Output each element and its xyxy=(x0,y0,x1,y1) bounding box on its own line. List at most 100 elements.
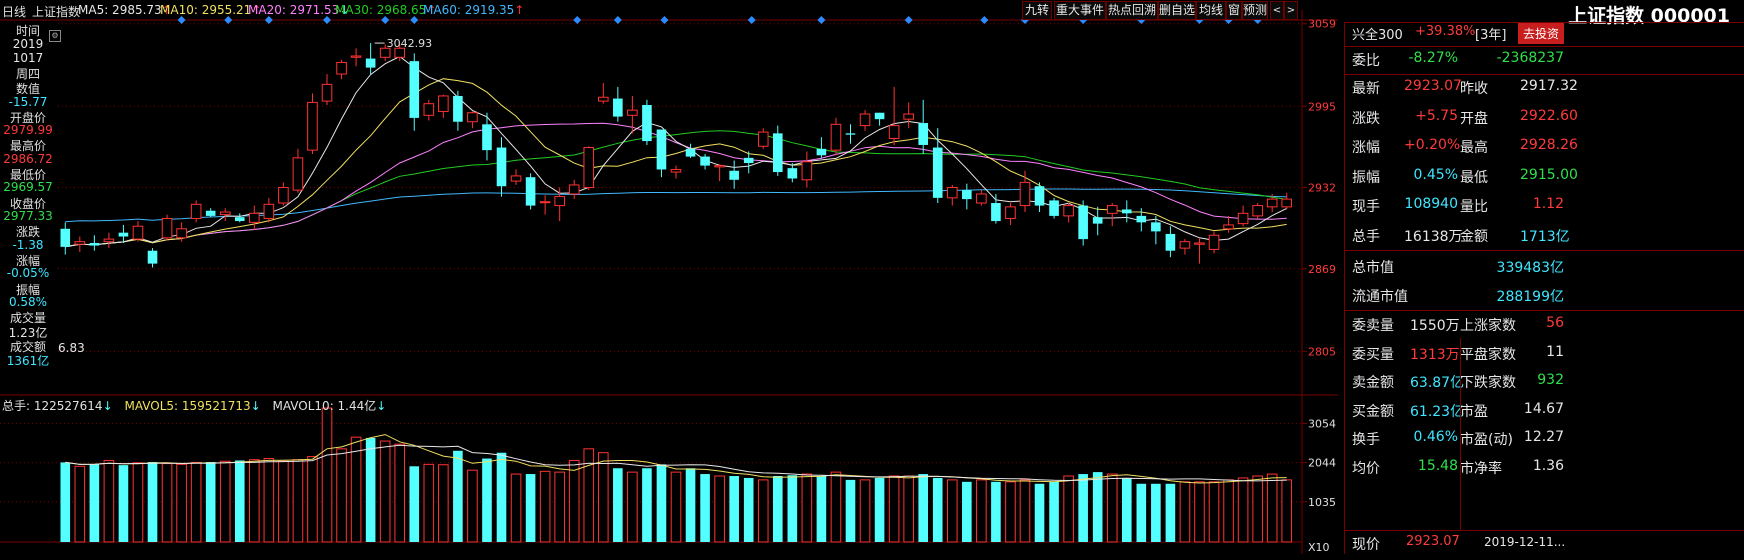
candle-body xyxy=(74,241,86,245)
event-marker-icon xyxy=(980,16,989,24)
candle-body xyxy=(845,133,856,135)
quote-label: 最新 xyxy=(1352,81,1380,97)
candle-body xyxy=(365,58,376,68)
volume-bar xyxy=(336,448,347,543)
volume-bar xyxy=(423,463,435,543)
candle-body xyxy=(670,168,682,173)
volume-bar xyxy=(263,458,275,543)
volume-bar xyxy=(1179,481,1191,543)
volume-bar xyxy=(1049,481,1059,542)
mavol5-legend: MAVOL5: 159521713 xyxy=(124,399,251,413)
candle-body xyxy=(118,232,129,237)
kline-chart[interactable]: 3059 2995 2932 2869 2805 3054 2044 1035 X10 3042.… xyxy=(0,0,1344,554)
stock-title: 上证指数 000001 xyxy=(1350,0,1744,27)
bottom-row: 现价 2923.07 2019-12-11... xyxy=(1344,534,1744,560)
candle-body xyxy=(685,148,696,157)
volume-bar xyxy=(89,463,100,542)
last-price-value: 2923.07 xyxy=(1406,534,1460,549)
ma20-legend: MA20: 2971.53↓ xyxy=(248,3,350,17)
market-value: 63.87亿 xyxy=(1410,375,1465,391)
market-value: 1313万 xyxy=(1410,346,1460,363)
volume-bar xyxy=(568,459,580,543)
candle-body xyxy=(918,123,928,145)
volume-bar xyxy=(205,462,216,542)
volume-bar xyxy=(787,475,798,542)
volume-bar xyxy=(642,468,652,542)
quote-label: 现手 xyxy=(1352,199,1380,215)
price-tick-label: 2805 xyxy=(1308,345,1336,358)
event-marker-icon xyxy=(817,16,826,24)
candle-body xyxy=(525,177,536,206)
ma5-line xyxy=(65,55,1287,248)
volume-bar xyxy=(307,456,318,543)
volume-bar xyxy=(74,465,86,543)
candle-body xyxy=(554,196,565,207)
volume-bar xyxy=(60,462,71,542)
vol-label: 成交量 xyxy=(9,311,46,325)
volume-bar xyxy=(1106,473,1118,543)
invest-button[interactable]: 去投资 xyxy=(1518,23,1565,44)
volume-bar xyxy=(321,407,333,543)
quote-panel: 兴全300 +39.38% [3年] 去投资 委比 -8.27% -236823… xyxy=(1344,22,1744,554)
volume-bar xyxy=(613,468,623,542)
major-events-button[interactable]: 重大事件 xyxy=(1054,1,1106,20)
jiuzhuan-button[interactable]: 九转 xyxy=(1022,1,1052,20)
volume-bar xyxy=(627,471,638,543)
quote-row: 涨跌 +5.75 开盘 2922.60 xyxy=(1344,108,1744,134)
prev-icon[interactable]: < xyxy=(1270,1,1284,20)
ma60-line xyxy=(65,188,1287,223)
candle-body xyxy=(205,210,216,216)
market-label: 委买量 xyxy=(1352,346,1394,363)
volume-bar xyxy=(991,481,1001,542)
candle-body xyxy=(816,148,827,156)
volume-bar xyxy=(1136,483,1147,542)
candle-body xyxy=(89,242,100,246)
pct-value: -0.05% xyxy=(6,266,50,280)
market-row: 委买量 1313万 平盘家数 11 xyxy=(1344,344,1744,370)
volume-bar xyxy=(1005,481,1016,543)
candle-body xyxy=(103,238,115,243)
quote-value: 2923.07 xyxy=(1404,78,1462,94)
year-value: 2019 xyxy=(12,37,44,51)
volume-bar xyxy=(845,479,856,542)
market-label: 委卖量 xyxy=(1352,318,1394,334)
quote-label: 金额 xyxy=(1460,228,1488,245)
mavol5-line xyxy=(65,434,1287,484)
volume-bar xyxy=(1165,483,1176,542)
forecast-button[interactable]: 预测 xyxy=(1242,1,1268,20)
ma-button[interactable]: 均线 xyxy=(1196,1,1226,20)
mcap-label: 总市值 xyxy=(1352,260,1394,276)
quote-value: 1.12 xyxy=(1532,196,1564,212)
ma30-legend: MA30: 2968.65↑ xyxy=(335,3,437,17)
candle-body xyxy=(700,156,710,166)
volume-bar xyxy=(801,473,813,543)
candle-body xyxy=(1165,233,1176,251)
volume-bar xyxy=(409,466,420,542)
price-tick-label: 3059 xyxy=(1308,18,1336,31)
hotspot-review-button[interactable]: 热点回溯 xyxy=(1106,1,1158,20)
mcap-value: 339483亿 xyxy=(1496,260,1564,276)
last-price-label: 现价 xyxy=(1352,537,1380,553)
quote-label: 总手 xyxy=(1352,228,1380,245)
period-label[interactable]: 日线 xyxy=(2,5,27,19)
volume-unit: X10 xyxy=(1308,541,1330,554)
candle-body xyxy=(1005,206,1016,219)
candle-body xyxy=(438,95,449,112)
volume-bar xyxy=(1151,483,1161,542)
volume-bar xyxy=(234,460,245,542)
window-button[interactable]: 窗 xyxy=(1226,1,1242,20)
ma10-legend: MA10: 2955.21↑ xyxy=(160,3,262,17)
open-label: 开盘价 xyxy=(9,111,46,125)
remove-watchlist-button[interactable]: 删自选 xyxy=(1158,1,1196,20)
event-marker-icon xyxy=(264,16,273,24)
change-label: 涨跌 xyxy=(15,225,40,239)
candle-body xyxy=(1151,222,1161,232)
volume-bar xyxy=(350,436,362,543)
candle-body xyxy=(656,129,667,170)
market-value: 1.36 xyxy=(1532,457,1564,474)
next-icon[interactable]: > xyxy=(1284,1,1298,20)
quote-row: 现手 108940 量比 1.12 xyxy=(1344,196,1744,222)
candle-body xyxy=(568,184,580,195)
volume-bar xyxy=(962,481,972,542)
settings-icon[interactable]: ⚙ xyxy=(49,30,61,42)
